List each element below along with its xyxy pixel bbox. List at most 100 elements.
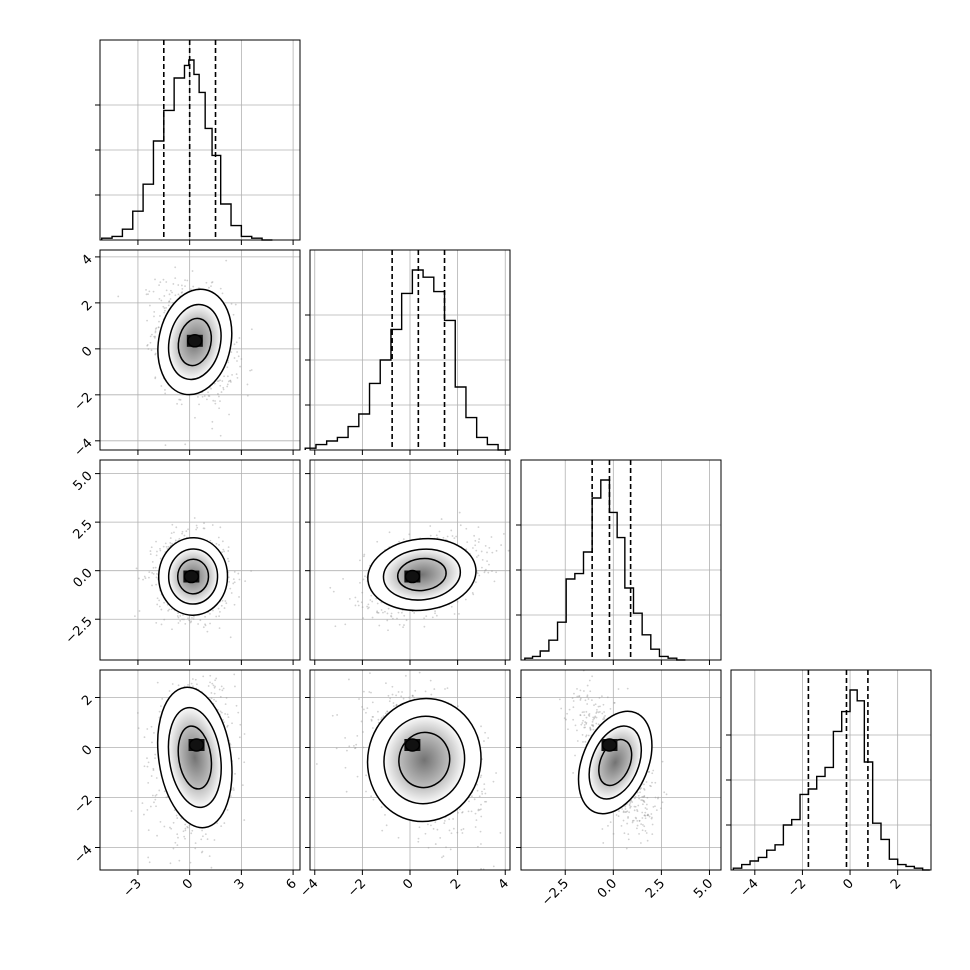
scatter-point (201, 835, 204, 838)
contour-level-2 (383, 715, 466, 805)
scatter-point (389, 697, 392, 700)
scatter-point (210, 866, 213, 869)
scatter-point (175, 814, 178, 817)
scatter-point (177, 284, 180, 286)
scatter-point (145, 293, 148, 296)
scatter-point (230, 351, 233, 353)
scatter-point (176, 402, 178, 405)
scatter-point (652, 769, 655, 772)
scatter-point (461, 811, 463, 814)
scatter-point (156, 834, 158, 837)
scatter-point (176, 833, 179, 836)
scatter-point (227, 550, 230, 552)
contour-panel-0-3: −4−202−3 0 3 6 (71, 641, 301, 900)
scatter-point (195, 528, 198, 531)
scatter-point (219, 610, 221, 613)
scatter-point (475, 549, 478, 552)
scatter-point (209, 674, 212, 677)
scatter-point (459, 524, 462, 527)
scatter-point (220, 604, 223, 607)
scatter-point (210, 285, 212, 288)
scatter-point (164, 444, 167, 447)
scatter-point (461, 832, 464, 834)
scatter-point (239, 723, 242, 726)
scatter-point (355, 743, 358, 746)
scatter-point (165, 306, 168, 309)
scatter-point (392, 702, 395, 704)
scatter-point (329, 586, 332, 589)
scatter-point (187, 876, 189, 878)
scatter-point (511, 776, 513, 778)
scatter-point (395, 694, 397, 697)
scatter-point (502, 533, 505, 535)
scatter-point (180, 817, 183, 820)
scatter-point (222, 388, 225, 391)
histogram-step (101, 59, 273, 241)
contour-level-2 (382, 548, 462, 601)
scatter-point (484, 569, 486, 572)
scatter-point (477, 541, 480, 543)
scatter-point (172, 283, 175, 285)
contour-core (188, 738, 205, 752)
scatter-point (223, 822, 226, 824)
scatter-point (368, 691, 371, 693)
scatter-point (197, 661, 199, 663)
scatter-point (178, 859, 181, 862)
scatter-point (465, 527, 468, 530)
scatter-point (227, 576, 230, 579)
contour-panel-1-3-xtick-label: 0 (400, 876, 416, 892)
scatter-point (163, 825, 166, 828)
scatter-point (172, 847, 175, 850)
scatter-point (189, 861, 192, 864)
scatter-point (141, 802, 144, 805)
scatter-point (368, 606, 370, 609)
scatter-point (184, 279, 186, 282)
scatter-point (179, 398, 182, 401)
scatter-point (229, 636, 232, 639)
scatter-point (467, 810, 470, 813)
scatter-point (390, 615, 393, 618)
scatter-point (477, 809, 480, 812)
scatter-point (180, 291, 183, 294)
scatter-point (150, 349, 153, 352)
scatter-point (152, 572, 155, 575)
scatter-point (227, 557, 229, 560)
scatter-point (356, 735, 359, 737)
scatter-point (158, 605, 161, 608)
scatter-point (219, 287, 222, 290)
scatter-point (229, 641, 231, 643)
scatter-point (152, 767, 155, 770)
scatter-point (483, 740, 485, 742)
scatter-point (226, 713, 229, 716)
scatter-point (146, 765, 149, 768)
scatter-point (203, 527, 206, 530)
scatter-point (171, 628, 173, 631)
scatter-point (476, 572, 479, 575)
scatter-point (414, 689, 417, 692)
contour-panel-0-1-ytick-label: −2 (71, 390, 95, 414)
contour-panel-0-2-frame (99, 459, 301, 661)
scatter-point (155, 327, 158, 329)
contour-panel-0-3-ytick-label: 0 (79, 743, 95, 759)
contour-level-3 (398, 731, 451, 789)
scatter-point (151, 741, 153, 744)
scatter-point (386, 710, 389, 713)
scatter-point (233, 581, 236, 584)
scatter-point (472, 593, 475, 596)
scatter-point (188, 619, 191, 622)
scatter-point (357, 600, 359, 603)
scatter-point (651, 781, 653, 784)
scatter-point (224, 703, 227, 705)
scatter-point (221, 551, 224, 554)
scatter-point (391, 685, 394, 688)
scatter-point (184, 823, 187, 826)
scatter-point (158, 297, 161, 300)
scatter-point (156, 597, 159, 600)
scatter-point (348, 678, 350, 681)
scatter-point (188, 824, 191, 827)
scatter-point (371, 616, 374, 619)
scatter-point (174, 539, 177, 542)
scatter-point (177, 684, 180, 687)
scatter-point (169, 826, 171, 829)
scatter-point (377, 612, 380, 614)
